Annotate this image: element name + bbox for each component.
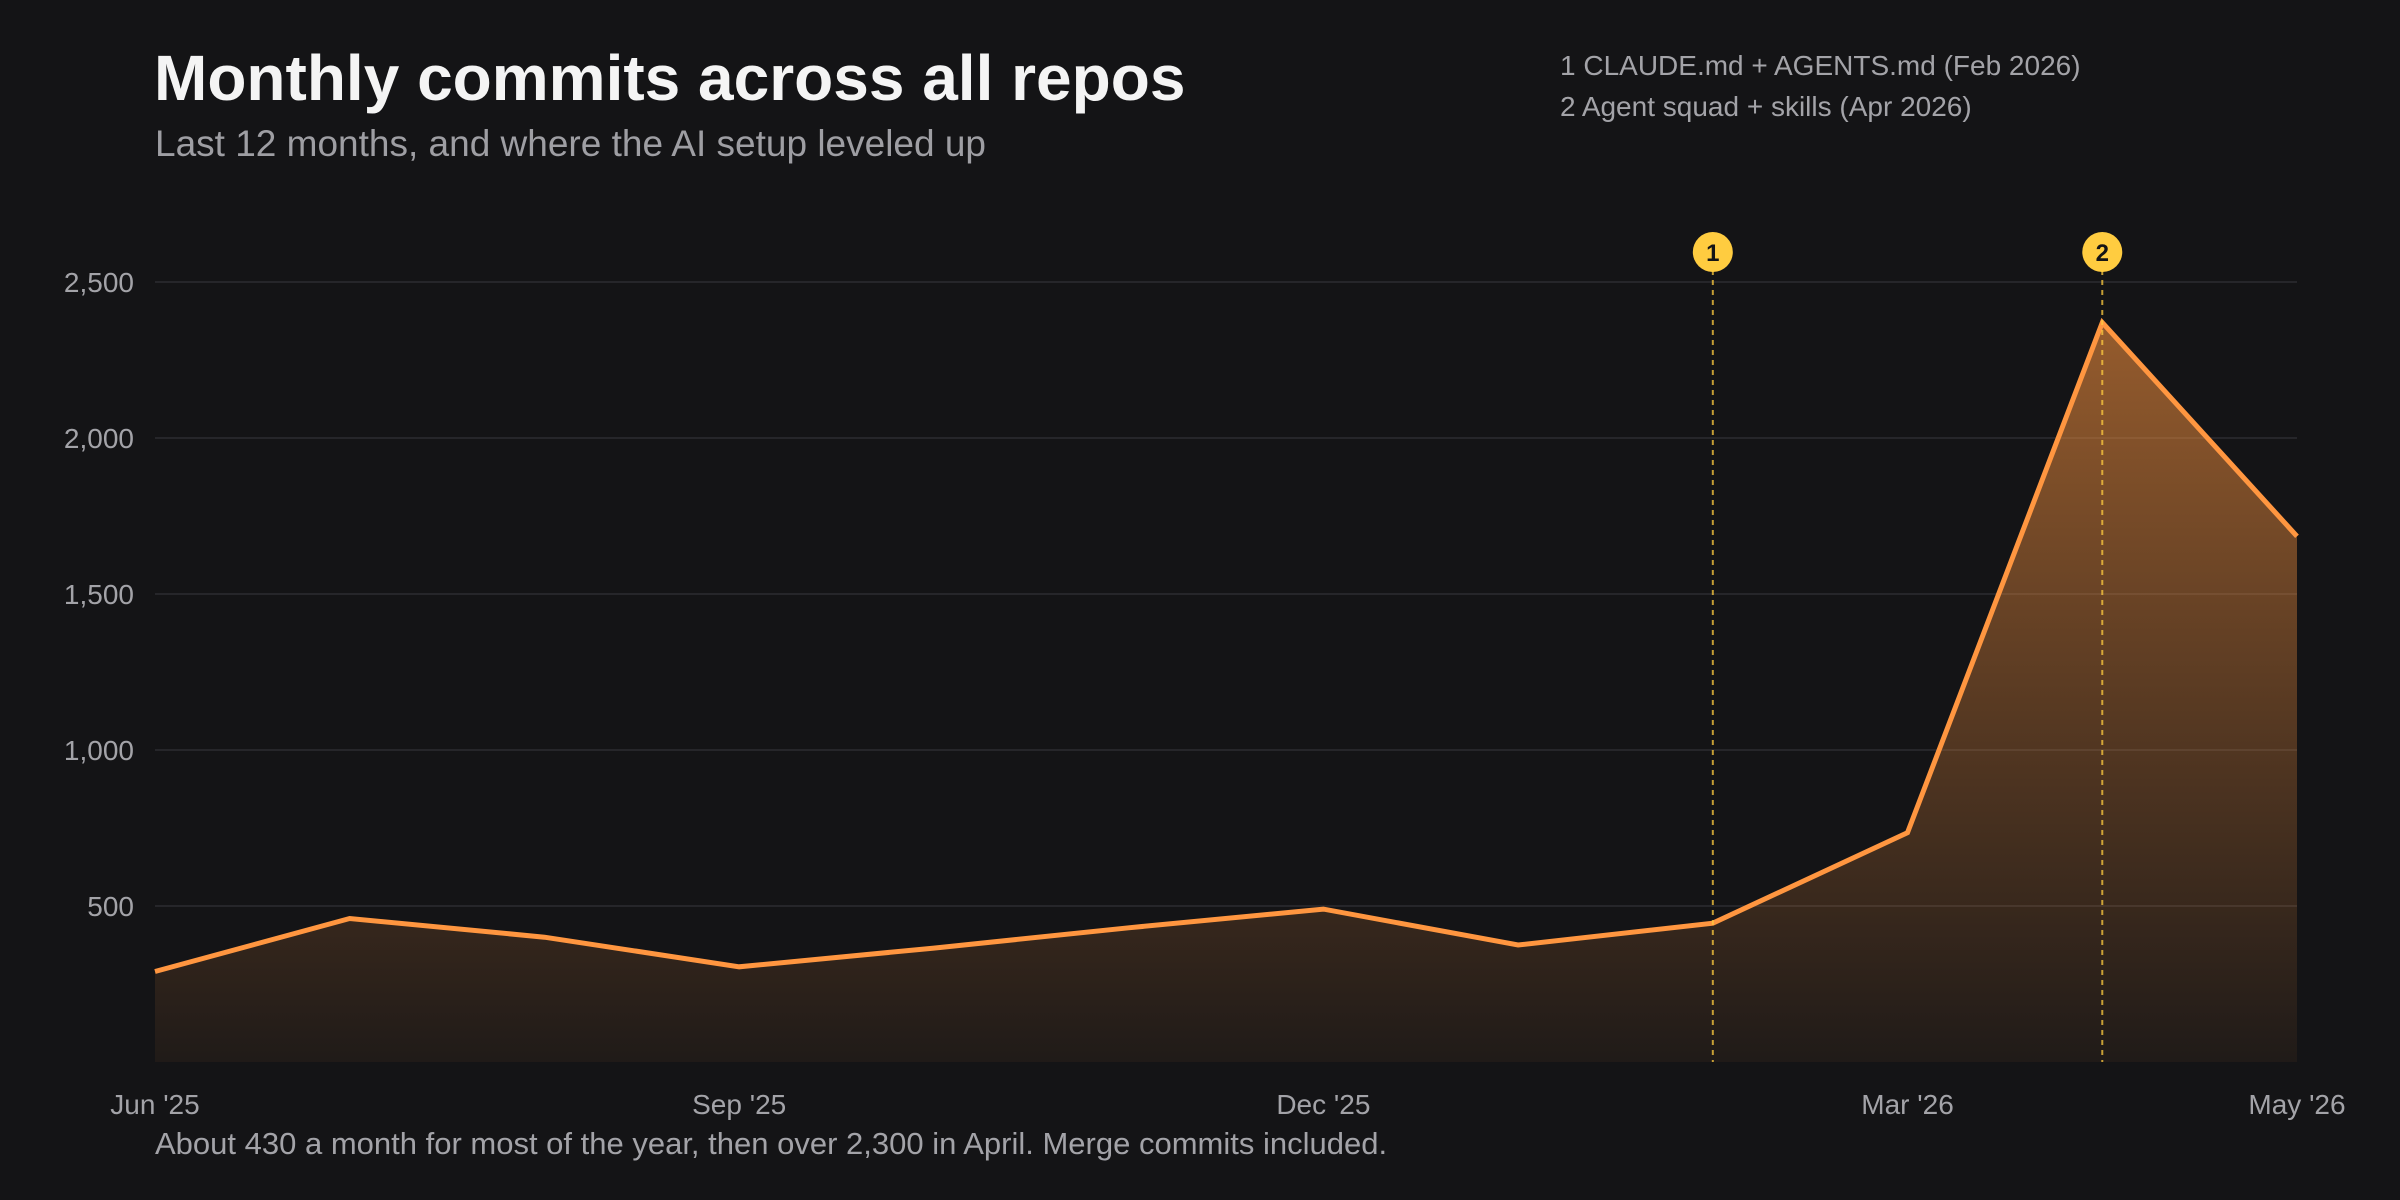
y-tick-label: 1,500 (64, 579, 134, 610)
legend-number: 2 (1560, 91, 1576, 122)
area-series (152, 317, 2300, 1063)
chart-footnote: About 430 a month for most of the year, … (155, 1126, 1388, 1161)
data-point (1515, 942, 1521, 948)
x-tick-label: May '26 (2248, 1089, 2345, 1120)
legend-number: 1 (1560, 50, 1576, 81)
y-tick-label: 2,000 (64, 423, 134, 454)
data-point (542, 934, 548, 940)
annotation-legend: 1 CLAUDE.md + AGENTS.md (Feb 2026) 2 Age… (1560, 45, 2081, 127)
annotation-marker-number: 1 (1706, 240, 1719, 267)
data-point (1126, 925, 1132, 931)
annotation-legend-item-1: 1 CLAUDE.md + AGENTS.md (Feb 2026) (1560, 45, 2081, 86)
chart-title: Monthly commits across all repos (154, 42, 1186, 114)
area-fill (155, 322, 2297, 1063)
data-point (1905, 830, 1911, 836)
y-tick-label: 1,000 (64, 735, 134, 766)
series-line (154, 317, 2299, 974)
annotation-marker-badge (2082, 232, 2123, 272)
y-tick-label: 500 (87, 891, 134, 922)
data-point (1320, 906, 1326, 912)
annotation-marker-number: 2 (2096, 240, 2109, 267)
chart-subtitle: Last 12 months, and where the AI setup l… (155, 123, 987, 164)
x-tick-label: Jun '25 (110, 1089, 199, 1120)
x-tick-label: Sep '25 (692, 1089, 786, 1120)
annotation-marker-badge (1692, 232, 1733, 272)
y-axis: 500 1,000 1,500 2,000 2,500 (64, 267, 134, 922)
y-tick-label: 2,500 (64, 267, 134, 298)
data-point (152, 969, 158, 975)
annotation-legend-item-2: 2 Agent squad + skills (Apr 2026) (1560, 86, 2081, 127)
x-tick-label: Dec '25 (1276, 1089, 1370, 1120)
data-point (931, 945, 937, 951)
legend-text: CLAUDE.md + AGENTS.md (Feb 2026) (1583, 50, 2081, 81)
data-point (2294, 533, 2300, 539)
data-point (736, 964, 742, 970)
data-point (347, 916, 353, 922)
x-tick-label: Mar '26 (1861, 1089, 1954, 1120)
x-axis: Jun '25 Sep '25 Dec '25 Mar '26 May '26 (110, 1089, 2345, 1120)
legend-text: Agent squad + skills (Apr 2026) (1581, 91, 1972, 122)
